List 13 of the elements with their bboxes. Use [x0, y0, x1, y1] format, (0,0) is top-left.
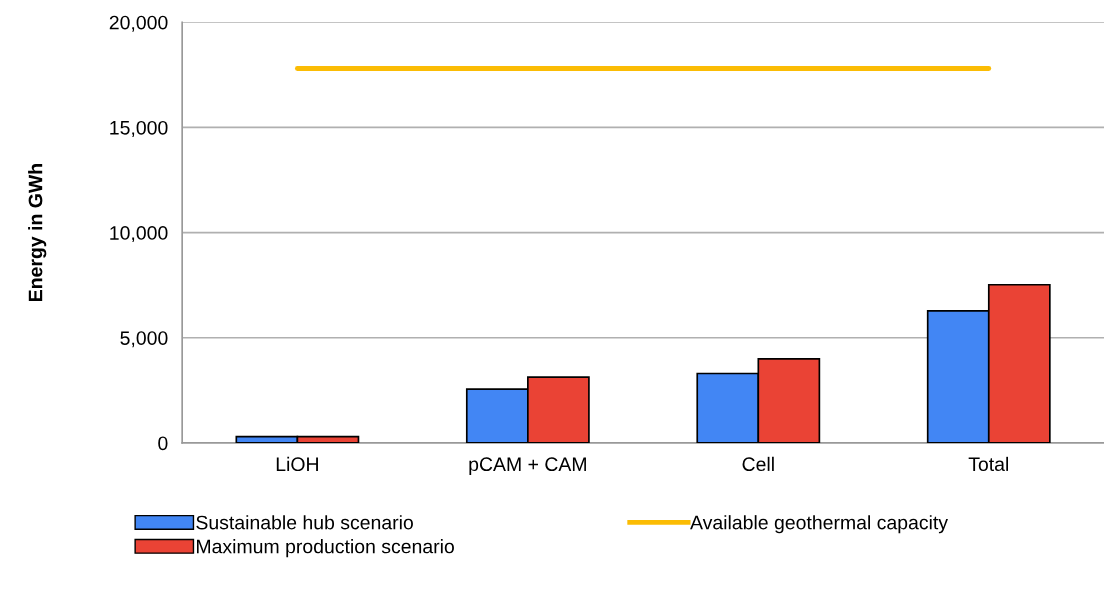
x-tick-label: LiOH: [276, 456, 318, 472]
y-tick-label: 15,000: [110, 120, 168, 137]
y-tick-label: 20,000: [109, 15, 168, 32]
y-tick-label: 10,000: [110, 226, 168, 243]
y-tick-label: 5,000: [120, 331, 168, 348]
y-tick-label: 0: [158, 436, 168, 451]
x-tick-label: Total: [968, 456, 1008, 472]
y-axis-title: Energy in GWh: [28, 164, 47, 301]
x-tick-label: pCAM + CAM: [469, 457, 586, 475]
legend-label: Available geothermal capacity: [690, 515, 948, 534]
legend-label: Sustainable hub scenario: [196, 515, 413, 530]
x-tick-label: Cell: [742, 456, 774, 472]
legend-label: Maximum production scenario: [197, 539, 454, 558]
